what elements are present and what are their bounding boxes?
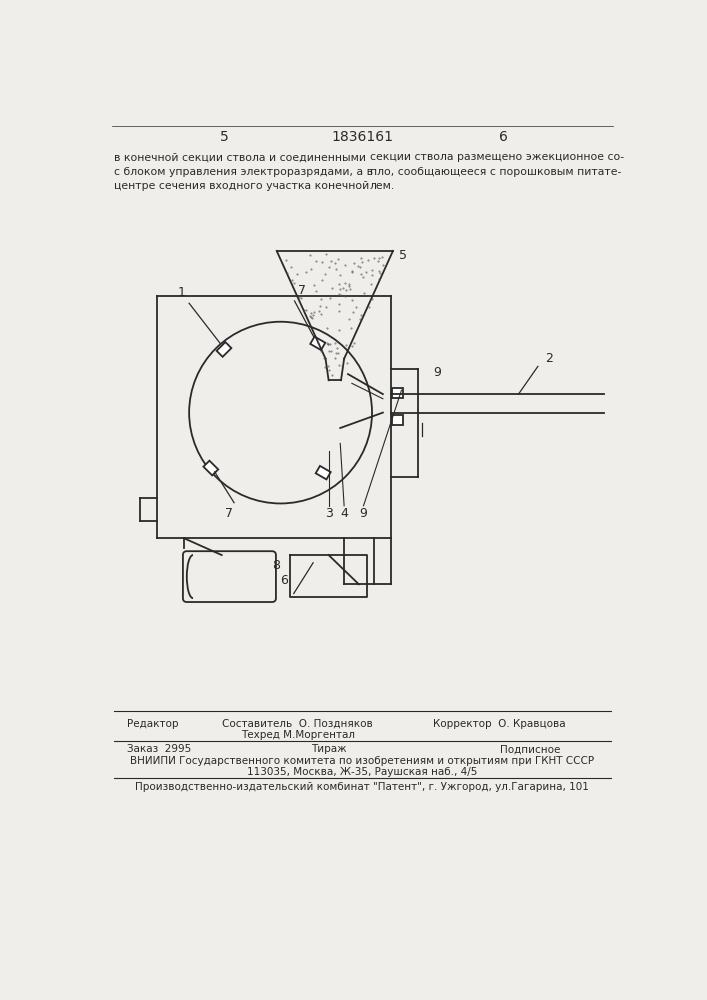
Text: 1836161: 1836161 (331, 130, 393, 144)
FancyBboxPatch shape (183, 551, 276, 602)
Text: 2: 2 (546, 352, 554, 365)
Bar (216, 342, 231, 357)
Bar (204, 461, 218, 475)
Text: 3: 3 (325, 507, 332, 520)
Text: 113035, Москва, Ж-35, Раушская наб., 4/5: 113035, Москва, Ж-35, Раушская наб., 4/5 (247, 767, 477, 777)
Text: в конечной секции ствола и соединенными
с блоком управления электроразрядами, а : в конечной секции ствола и соединенными … (114, 152, 373, 191)
Text: ВНИИПИ Государственного комитета по изобретениям и открытиям при ГКНТ СССР: ВНИИПИ Государственного комитета по изоб… (130, 756, 594, 766)
Bar (310, 337, 325, 350)
Bar (316, 466, 331, 479)
Text: Подписное: Подписное (500, 744, 561, 754)
Text: 6: 6 (280, 574, 288, 587)
Text: 6: 6 (498, 130, 508, 144)
Circle shape (189, 322, 372, 503)
Text: 9: 9 (433, 366, 441, 379)
Text: 4: 4 (340, 507, 348, 520)
Text: 1: 1 (177, 286, 185, 299)
Text: 8: 8 (273, 559, 281, 572)
Bar (392, 388, 403, 398)
Text: Составитель  О. Поздняков: Составитель О. Поздняков (222, 719, 373, 729)
Text: 5: 5 (220, 130, 228, 144)
Bar (392, 415, 403, 425)
Text: 7: 7 (225, 507, 233, 520)
Text: 5: 5 (399, 249, 407, 262)
Text: Заказ  2995: Заказ 2995 (127, 744, 192, 754)
Text: Тираж: Тираж (311, 744, 346, 754)
Text: Техред М.Моргентал: Техред М.Моргентал (240, 730, 355, 740)
Text: секции ствола размещено эжекционное со-
пло, сообщающееся с порошковым питате-
л: секции ствола размещено эжекционное со- … (370, 152, 624, 191)
Text: 7: 7 (298, 284, 306, 297)
Text: Производственно-издательский комбинат "Патент", г. Ужгород, ул.Гагарина, 101: Производственно-издательский комбинат "П… (135, 782, 589, 792)
Text: Редактор: Редактор (127, 719, 179, 729)
Text: Корректор  О. Кравцова: Корректор О. Кравцова (433, 719, 566, 729)
Text: 9: 9 (360, 507, 368, 520)
